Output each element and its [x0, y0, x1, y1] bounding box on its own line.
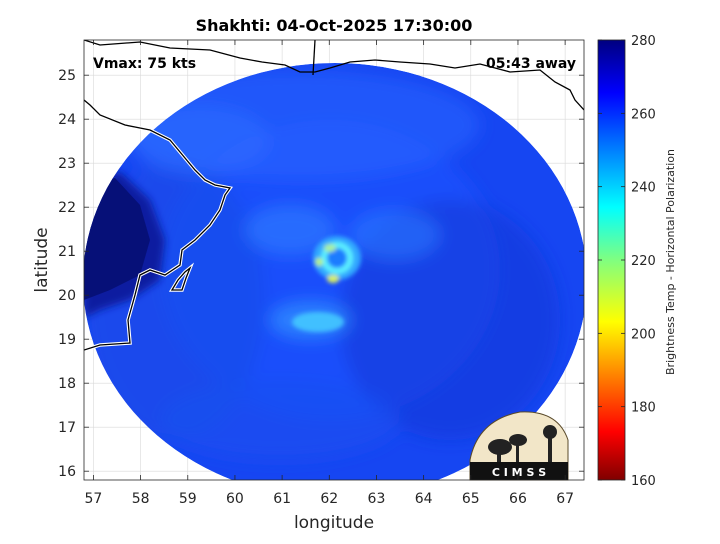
colorbar-tick-label: 180 — [631, 401, 656, 416]
colorbar — [597, 39, 626, 481]
y-tick-label: 16 — [58, 464, 76, 480]
colorbar-tick-label: 200 — [631, 327, 656, 342]
x-tick-label: 64 — [415, 491, 433, 507]
x-tick-label: 63 — [368, 491, 386, 507]
x-tick-label: 57 — [85, 491, 103, 507]
vmax-label: Vmax: 75 kts — [93, 56, 196, 72]
y-axis: 16 17 18 19 20 21 22 23 24 25 — [58, 68, 584, 480]
x-tick-label: 67 — [556, 491, 574, 507]
time-away-label: 05:43 away — [486, 56, 576, 72]
colorbar-tick-label: 160 — [631, 474, 656, 489]
y-tick-label: 17 — [58, 420, 76, 436]
x-axis-label: longitude — [294, 513, 374, 533]
colorbar-tick-label: 260 — [631, 107, 656, 122]
colorbar-ticks: 160 180 200 220 240 260 280 — [598, 34, 656, 489]
logo-text: C I M S S — [492, 466, 546, 479]
x-tick-label: 66 — [509, 491, 527, 507]
colorbar-tick-label: 220 — [631, 254, 656, 269]
y-tick-label: 22 — [58, 200, 76, 216]
x-axis: 57 58 59 60 61 62 63 64 65 66 67 — [85, 40, 574, 507]
y-tick-label: 20 — [58, 288, 76, 304]
coastline — [84, 40, 584, 351]
y-tick-label: 24 — [58, 112, 76, 128]
cimss-logo: C I M S S — [469, 411, 569, 481]
chart-title: Shakhti: 04-Oct-2025 17:30:00 — [196, 16, 473, 35]
y-tick-label: 25 — [58, 68, 76, 84]
x-tick-label: 59 — [179, 491, 197, 507]
x-tick-label: 58 — [132, 491, 150, 507]
microwave-swath — [84, 40, 584, 480]
x-tick-label: 61 — [273, 491, 291, 507]
y-tick-label: 18 — [58, 376, 76, 392]
colorbar-tick-label: 280 — [631, 34, 656, 49]
y-tick-label: 19 — [58, 332, 76, 348]
y-tick-label: 23 — [58, 156, 76, 172]
colorbar-tick-label: 240 — [631, 181, 656, 196]
x-tick-label: 65 — [462, 491, 480, 507]
x-tick-label: 62 — [320, 491, 338, 507]
colorbar-label: Brightness Temp - Horizontal Polarizatio… — [664, 149, 677, 375]
x-tick-label: 60 — [226, 491, 244, 507]
y-axis-label: latitude — [32, 227, 52, 292]
y-tick-label: 21 — [58, 244, 76, 260]
plot-border — [83, 39, 585, 481]
